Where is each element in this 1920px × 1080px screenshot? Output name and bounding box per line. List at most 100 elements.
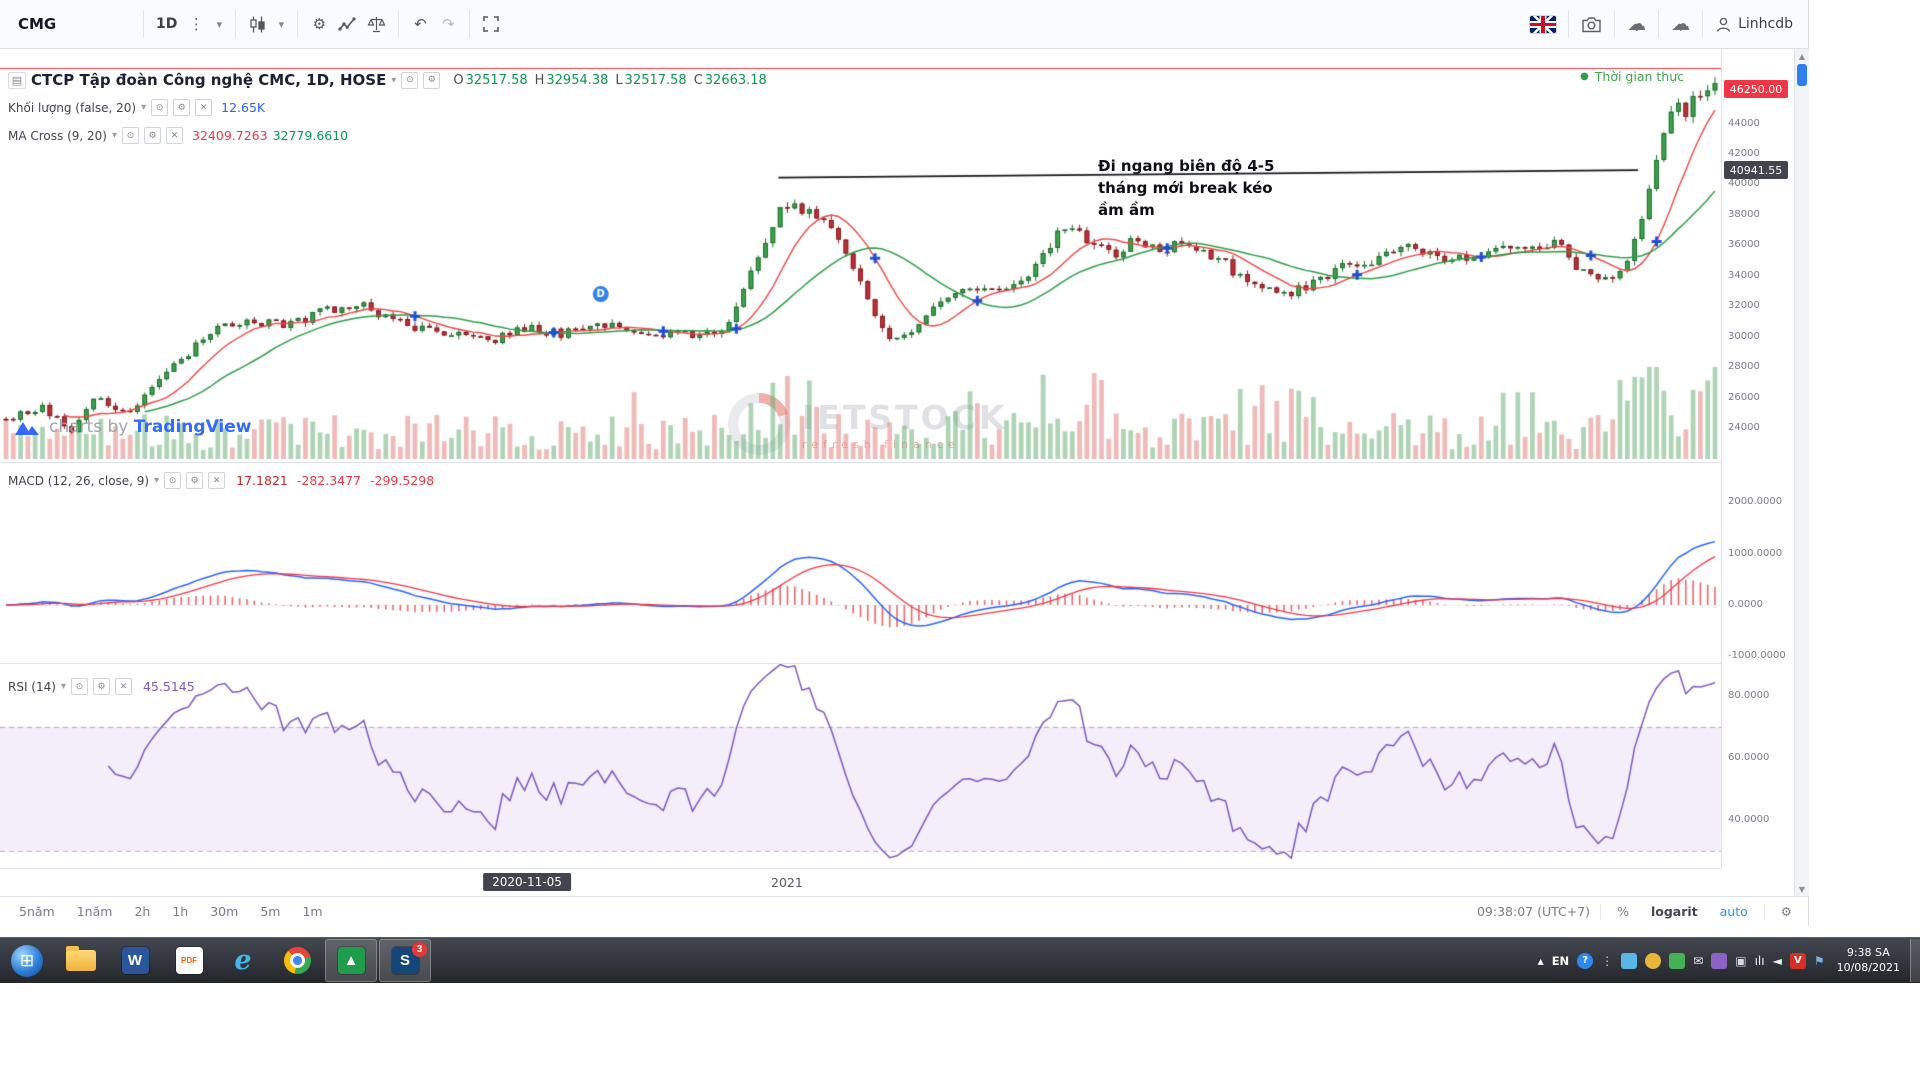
axis-tick-label: 36000 (1728, 239, 1760, 251)
volume-close-button[interactable]: ✕ (195, 99, 213, 116)
interval-dropdown[interactable]: ▾ (210, 6, 228, 42)
indicators-button[interactable] (333, 6, 362, 42)
tray-display-icon[interactable]: ▣ (1735, 954, 1746, 968)
rsi-close-button[interactable]: ✕ (114, 678, 132, 695)
internet-explorer-button[interactable]: e (217, 939, 269, 982)
compare-button[interactable] (362, 6, 391, 42)
tray-app-icon-1[interactable] (1621, 952, 1638, 969)
volume-eye-button[interactable]: ⊙ (151, 99, 169, 116)
fullscreen-icon (483, 16, 500, 32)
chart-style-button[interactable] (243, 6, 272, 42)
log-scale-button[interactable]: logarit (1645, 902, 1704, 921)
pane-divider[interactable] (0, 663, 1794, 664)
tray-network-icon[interactable]: ılı (1755, 954, 1765, 968)
auto-scale-button[interactable]: auto (1714, 902, 1754, 921)
tray-volume-icon: ◄ (1772, 953, 1782, 968)
redo-button[interactable]: ↷ (434, 6, 462, 42)
series-eye-button[interactable]: ⊙ (401, 71, 419, 89)
file-explorer-button[interactable] (55, 939, 107, 982)
language-button[interactable] (1525, 6, 1561, 42)
taskbar-clock[interactable]: 9:38 SA 10/08/2021 (1837, 946, 1900, 975)
stock-app-button[interactable]: ▲ (325, 939, 377, 982)
macd-settings-button[interactable]: ⚙ (186, 472, 204, 489)
range-button-1h[interactable]: 1h (163, 901, 197, 922)
indicators-icon (338, 16, 356, 31)
tray-app-icon-3[interactable] (1669, 952, 1686, 969)
fullscreen-button[interactable] (477, 6, 505, 42)
macd-eye-button[interactable]: ⊙ (164, 472, 182, 489)
rsi-canvas[interactable] (0, 663, 1721, 868)
ma-settings-button[interactable]: ⚙ (144, 127, 162, 144)
ma-eye-button[interactable]: ⊙ (122, 127, 140, 144)
tray-language-en[interactable]: EN (1552, 954, 1569, 968)
tray-expand-icon[interactable]: ▴ (1538, 954, 1544, 968)
chart-settings-button[interactable]: ⚙ (305, 6, 333, 42)
time-axis[interactable]: 2020-11-05 2021 (0, 868, 1721, 897)
start-button[interactable]: ⊞ (1, 939, 53, 982)
separator (1600, 903, 1602, 920)
chevron-down-icon[interactable]: ▾ (141, 102, 147, 113)
tray-app-icon-4[interactable] (1711, 952, 1728, 969)
chevron-down-icon[interactable]: ▾ (391, 74, 397, 86)
series-settings-button[interactable]: ⚙ (423, 71, 441, 89)
tray-flag-icon[interactable]: ⚑ (1814, 954, 1825, 968)
load-layout-button[interactable]: ☁ ↓ (1622, 6, 1651, 42)
percent-scale-button[interactable]: % (1611, 902, 1635, 921)
save-layout-button[interactable]: ☁ ↑ (1666, 6, 1695, 42)
range-button-1năm[interactable]: 1năm (68, 901, 122, 922)
screenshot-button[interactable] (1576, 6, 1607, 42)
ma-cross-legend: MA Cross (9, 20) ▾ ⊙ ⚙ ✕ 32409.7263 3277… (8, 127, 349, 144)
range-button-5m[interactable]: 5m (251, 901, 289, 922)
main-series-legend: ▤ CTCP Tập đoàn Công nghệ CMC, 1D, HOSE … (8, 71, 767, 89)
chevron-down-icon[interactable]: ▾ (111, 130, 118, 141)
user-menu-button[interactable]: Linhcdb (1710, 6, 1798, 42)
macd-legend: MACD (12, 26, close, 9) ▾ ⊙ ⚙ ✕ 17.1821 … (8, 472, 435, 489)
tray-mail-icon[interactable]: ✉ (1693, 954, 1703, 968)
chart-style-dropdown[interactable]: ▾ (272, 6, 290, 42)
separator (1658, 10, 1660, 38)
range-button-30m[interactable]: 30m (201, 901, 247, 922)
scale-controls: 09:38:07 (UTC+7) % logarit auto ⚙ (1477, 902, 1798, 921)
camera-icon (1582, 16, 1601, 32)
range-button-2h[interactable]: 2h (125, 901, 159, 922)
tradingview-logo-icon (15, 421, 39, 435)
undo-button[interactable]: ↶ (406, 6, 434, 42)
interval-button[interactable]: 1D (151, 6, 182, 42)
word-button[interactable]: W (109, 939, 161, 982)
ma-close-button[interactable]: ✕ (166, 127, 184, 144)
tray-volume-icon[interactable]: ◄ (1773, 954, 1782, 968)
chevron-down-icon[interactable]: ▾ (60, 681, 66, 692)
foxit-pdf-button[interactable]: PDF (163, 939, 215, 982)
scroll-up-button[interactable]: ▲ (1798, 51, 1806, 61)
chevron-down-icon[interactable]: ▾ (154, 475, 160, 486)
macd-canvas[interactable] (0, 462, 1721, 663)
legend-menu-icon[interactable]: ▤ (8, 71, 26, 89)
tray-ime-icon[interactable]: ⋮ (1601, 954, 1613, 968)
session-clock[interactable]: 09:38:07 (UTC+7) (1476, 904, 1591, 919)
tray-app-icon-2[interactable] (1645, 952, 1662, 969)
tradingview-link[interactable]: TradingView (133, 417, 252, 437)
scrollbar[interactable]: ▲ ▼ (1794, 49, 1809, 896)
volume-settings-button[interactable]: ⚙ (173, 99, 191, 116)
tray-help-icon[interactable]: ? (1577, 952, 1594, 969)
chrome-button[interactable] (271, 939, 323, 982)
price-axis[interactable]: 4600044000420004000038000360003400032000… (1721, 49, 1795, 868)
price-chart-canvas[interactable] (0, 49, 1721, 462)
macd-close-button[interactable]: ✕ (208, 472, 226, 489)
tray-app-icon-5[interactable]: V (1789, 952, 1806, 969)
range-button-5năm[interactable]: 5năm (10, 901, 64, 922)
rsi-settings-button[interactable]: ⚙ (92, 678, 110, 695)
axis-settings-button[interactable]: ⚙ (1775, 902, 1798, 921)
scroll-down-button[interactable]: ▼ (1798, 884, 1806, 894)
separator (1702, 10, 1704, 38)
range-button-1m[interactable]: 1m (293, 901, 331, 922)
axis-tick-label: 38000 (1728, 208, 1760, 220)
pane-divider[interactable] (0, 462, 1794, 463)
show-desktop-button[interactable] (1910, 939, 1920, 982)
scroll-thumb[interactable] (1797, 64, 1807, 86)
user-annotation[interactable]: Đi ngang biên độ 4-5 tháng mới break kéo… (1098, 157, 1275, 219)
symbol-search[interactable]: CMG (10, 6, 136, 42)
interval-more-button[interactable]: ⋮ (182, 6, 210, 42)
rsi-eye-button[interactable]: ⊙ (70, 678, 88, 695)
